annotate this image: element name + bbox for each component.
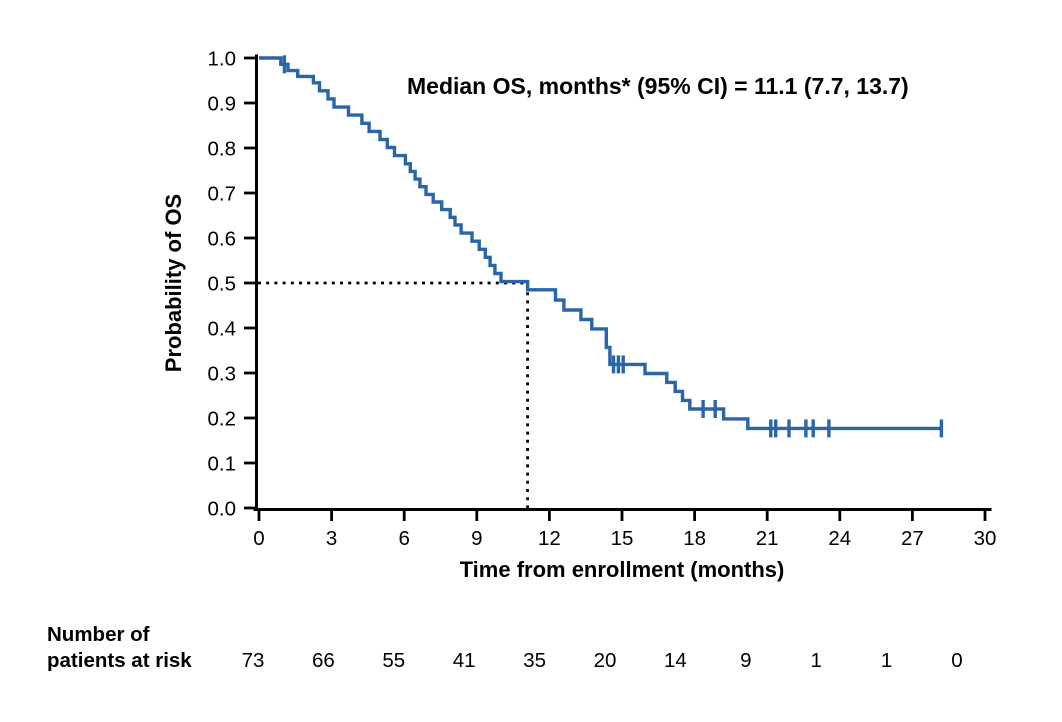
x-axis: 0 3 6 9 12 15 18 21 24 27 30 Time from enrollment …	[253, 508, 996, 582]
x-tick-label: 27	[901, 527, 924, 550]
risk-count: 1	[810, 649, 821, 672]
y-tick-label: 0.5	[208, 273, 237, 296]
y-tick-label: 0.9	[208, 93, 237, 116]
y-tick-label: 0.4	[208, 318, 237, 341]
median-annotation: Median OS, months* (95% CI) = 11.1 (7.7,…	[407, 73, 909, 99]
x-tick-label: 3	[326, 527, 337, 550]
risk-table-label-line2: patients at risk	[47, 649, 192, 672]
survival-curve	[259, 56, 942, 431]
risk-count: 9	[740, 649, 751, 672]
x-tick-label: 18	[683, 527, 706, 550]
x-axis-ticks: 0 3 6 9 12 15 18 21 24 27 30	[253, 509, 996, 550]
x-tick-label: 21	[756, 527, 779, 550]
y-tick-label: 0.8	[208, 138, 237, 161]
x-tick-label: 9	[471, 527, 482, 550]
risk-count: 14	[664, 649, 687, 672]
risk-count: 66	[312, 649, 335, 672]
x-tick-label: 6	[398, 527, 409, 550]
y-tick-label: 0.1	[208, 453, 237, 476]
y-axis: 1.0 0.9 0.8 0.7 0.6 0.5 0.4 0.3 0.2 0.1 0.0 Probab…	[161, 48, 258, 521]
y-axis-ticks: 1.0 0.9 0.8 0.7 0.6 0.5 0.4 0.3 0.2 0.1 0.0	[208, 48, 256, 521]
x-axis-title: Time from enrollment (months)	[460, 557, 785, 582]
y-tick-label: 0.6	[208, 228, 237, 251]
risk-table: Number of patients at risk 73 66 55 41 35 20 1…	[47, 623, 963, 672]
x-tick-label: 30	[974, 527, 997, 550]
risk-count: 73	[242, 649, 265, 672]
risk-count: 20	[594, 649, 617, 672]
risk-table-values: 73 66 55 41 35 20 14 9 1 1 0	[242, 649, 963, 672]
y-tick-label: 0.2	[208, 408, 237, 431]
y-axis-title: Probability of OS	[161, 194, 186, 372]
x-tick-label: 15	[611, 527, 634, 550]
y-tick-label: 0.7	[208, 183, 237, 206]
y-tick-label: 1.0	[208, 48, 237, 71]
y-tick-label: 0.3	[208, 363, 237, 386]
risk-count: 1	[881, 649, 892, 672]
risk-count: 0	[951, 649, 962, 672]
risk-count: 55	[382, 649, 405, 672]
censor-ticks	[282, 55, 944, 438]
y-tick-label: 0.0	[208, 498, 237, 521]
risk-table-label-line1: Number of	[47, 623, 150, 646]
x-tick-label: 0	[253, 527, 264, 550]
risk-count: 35	[523, 649, 546, 672]
risk-count: 41	[453, 649, 476, 672]
x-tick-label: 12	[538, 527, 561, 550]
x-tick-label: 24	[828, 527, 851, 550]
median-reference-line	[258, 281, 529, 508]
